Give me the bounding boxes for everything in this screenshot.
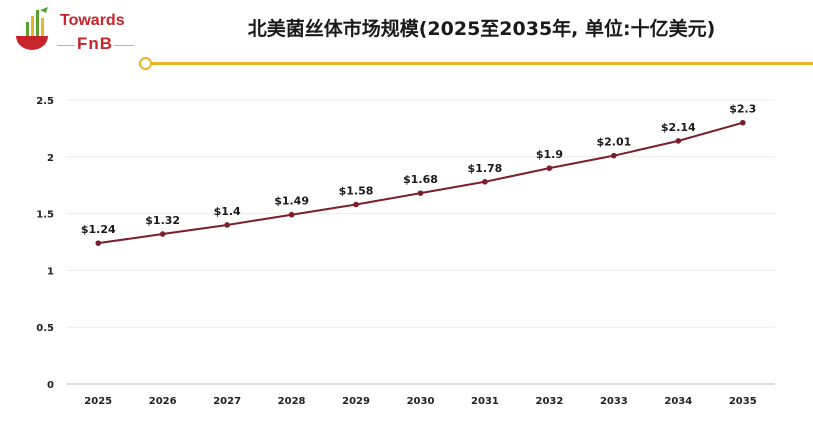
data-label: $2.14 <box>661 121 696 134</box>
data-label: $1.49 <box>274 195 309 208</box>
x-tick-label: 2035 <box>729 396 757 407</box>
data-point <box>288 211 295 218</box>
data-label: $1.58 <box>339 185 374 198</box>
x-tick-label: 2034 <box>664 396 692 407</box>
x-tick-label: 2030 <box>407 396 435 407</box>
data-label: $1.32 <box>145 214 180 227</box>
data-label: $1.78 <box>468 162 503 175</box>
x-tick-label: 2032 <box>535 396 563 407</box>
y-tick-label: 1.5 <box>36 210 54 221</box>
data-point <box>417 190 424 196</box>
data-label: $1.4 <box>214 205 241 218</box>
data-label: $2.01 <box>596 136 631 149</box>
data-point <box>159 231 166 237</box>
data-point <box>353 201 359 208</box>
y-tick-label: 2.5 <box>36 96 54 107</box>
title-accent-dot <box>139 57 152 70</box>
y-tick-label: 2 <box>47 153 54 164</box>
data-label: $2.3 <box>729 103 756 116</box>
y-tick-label: 0.5 <box>36 323 54 334</box>
data-point <box>224 222 230 228</box>
x-tick-label: 2026 <box>149 396 177 407</box>
x-tick-label: 2028 <box>278 396 306 407</box>
data-label: $1.68 <box>403 173 438 186</box>
data-label: $1.24 <box>81 223 116 236</box>
title-accent-line <box>146 62 813 65</box>
brand-sub: FnB <box>77 34 114 53</box>
x-axis-ticks: 2025 2026 2027 2028 2029 2030 2031 2032 2033 2034… <box>84 396 756 407</box>
x-tick-label: 2031 <box>471 396 499 407</box>
y-axis-ticks: 0 0.5 1 1.5 2 2.5 <box>36 96 54 391</box>
y-tick-label: 1 <box>47 266 54 277</box>
data-point <box>675 138 682 144</box>
chart-title: 北美菌丝体市场规模(2025至2035年, 单位:十亿美元) <box>247 18 716 40</box>
x-tick-label: 2025 <box>84 396 112 407</box>
data-point <box>739 119 746 126</box>
brand-rule-left <box>57 45 75 46</box>
brand-rule-right <box>114 45 134 46</box>
x-tick-label: 2027 <box>213 396 241 407</box>
data-label: $1.9 <box>536 148 563 161</box>
data-point <box>482 178 488 185</box>
data-point <box>611 152 617 159</box>
y-tick-label: 0 <box>47 380 54 391</box>
x-tick-label: 2029 <box>342 396 370 407</box>
data-labels: $1.24 $1.32 $1.4 $1.49 $1.58 $1.68 $1.78 $1.9 $2… <box>81 103 757 236</box>
fork-plate-icon <box>16 7 48 50</box>
x-tick-label: 2033 <box>600 396 628 407</box>
brand-logo: Towards FnB <box>10 6 135 54</box>
data-point <box>546 165 553 171</box>
data-point <box>95 240 102 246</box>
data-points <box>95 119 746 246</box>
grid-lines <box>66 99 775 328</box>
brand-name: Towards <box>60 12 125 29</box>
